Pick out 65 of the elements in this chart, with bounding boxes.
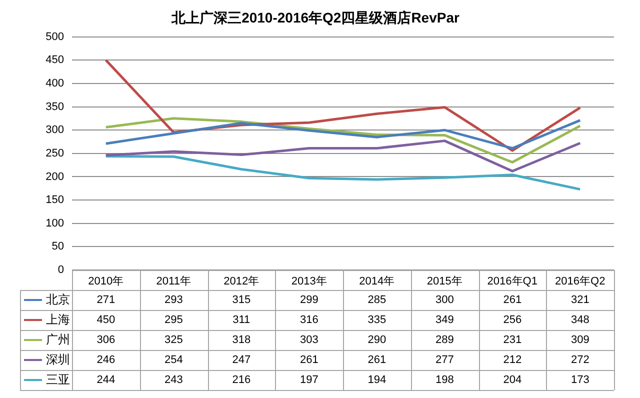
y-tick-label: 150 — [46, 194, 64, 206]
y-tick-label: 100 — [46, 217, 64, 230]
legend-label: 广州 — [46, 332, 70, 346]
legend-label: 北京 — [46, 292, 70, 306]
data-label: 271 — [96, 294, 116, 306]
data-label: 316 — [300, 314, 318, 326]
data-label: 293 — [164, 294, 183, 306]
data-label: 272 — [570, 354, 590, 366]
data-label: 173 — [570, 374, 590, 386]
data-label: 289 — [435, 334, 454, 346]
legend-label: 上海 — [46, 312, 70, 326]
y-tick-label: 250 — [46, 147, 64, 160]
data-label: 450 — [96, 314, 116, 326]
data-label: 212 — [503, 354, 522, 366]
data-label: 256 — [503, 314, 522, 326]
y-tick-label: 200 — [46, 170, 64, 183]
x-tick-label: 2010年 — [88, 276, 124, 288]
data-label: 321 — [570, 294, 590, 306]
data-label: 231 — [503, 334, 522, 346]
x-tick-label: 2016年Q1 — [487, 276, 538, 288]
data-label: 194 — [368, 374, 386, 386]
x-tick-label: 2016年Q2 — [555, 276, 606, 288]
legend-label: 三亚 — [46, 372, 70, 386]
y-tick-label: 350 — [46, 100, 64, 113]
data-label: 325 — [164, 334, 183, 346]
data-label: 216 — [232, 374, 251, 386]
data-label: 254 — [164, 354, 183, 366]
y-tick-label: 500 — [46, 30, 64, 43]
y-tick-label: 0 — [58, 264, 64, 276]
x-tick-label: 2013年 — [291, 276, 327, 288]
data-label: 348 — [570, 314, 590, 326]
legend-label: 深圳 — [46, 352, 70, 366]
x-tick-label: 2012年 — [224, 276, 260, 288]
data-label: 277 — [435, 354, 454, 366]
x-tick-label: 2015年 — [426, 276, 462, 288]
data-label: 197 — [300, 374, 318, 386]
y-tick-label: 300 — [46, 124, 64, 136]
data-label: 295 — [164, 314, 183, 326]
data-label: 315 — [232, 294, 251, 306]
data-label: 349 — [435, 314, 454, 326]
y-tick-label: 450 — [46, 54, 64, 66]
data-label: 198 — [435, 374, 454, 386]
x-tick-label: 2011年 — [156, 276, 191, 288]
data-label: 300 — [435, 294, 454, 306]
data-label: 285 — [368, 294, 386, 306]
x-tick-label: 2014年 — [359, 276, 395, 288]
data-label: 261 — [300, 354, 318, 366]
data-label: 306 — [96, 334, 116, 346]
y-tick-label: 400 — [46, 77, 64, 90]
data-label: 261 — [503, 294, 522, 306]
data-label: 204 — [503, 374, 522, 386]
data-label: 309 — [570, 334, 590, 346]
y-tick-label: 50 — [52, 240, 64, 253]
data-label: 247 — [232, 354, 251, 366]
data-label: 311 — [232, 314, 250, 326]
data-label: 303 — [300, 334, 318, 346]
chart-title: 北上广深三2010-2016年Q2四星级酒店RevPar — [170, 9, 460, 26]
data-label: 246 — [96, 354, 116, 366]
data-label: 335 — [368, 314, 386, 326]
data-label: 318 — [232, 334, 251, 346]
data-label: 299 — [300, 294, 318, 306]
data-label: 261 — [368, 354, 386, 366]
data-label: 244 — [96, 374, 116, 386]
data-label: 243 — [164, 374, 183, 386]
data-label: 290 — [368, 334, 386, 346]
